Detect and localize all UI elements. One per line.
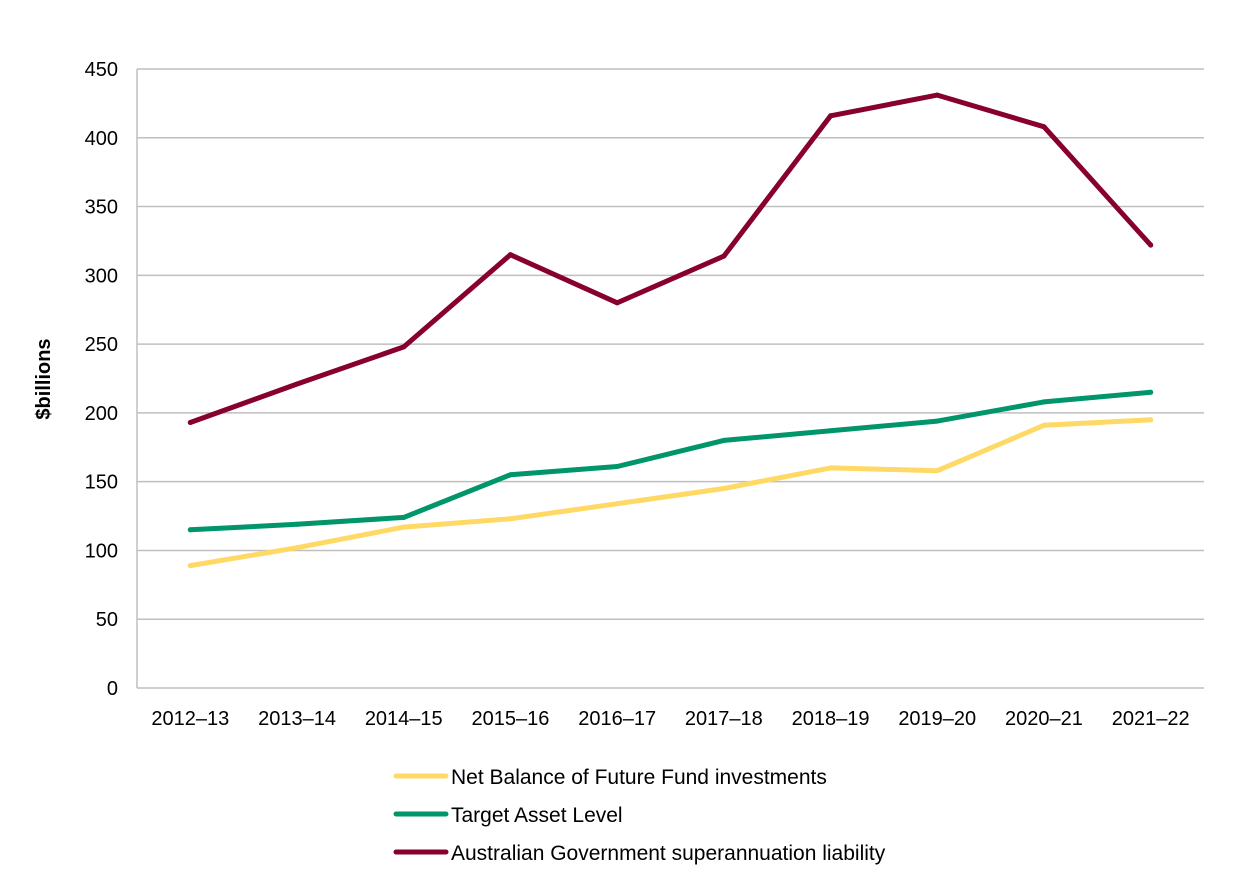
legend-item: Australian Government superannuation lia…: [393, 842, 886, 865]
series-line: [187, 417, 1154, 569]
x-tick-label: 2020–21: [1005, 708, 1083, 730]
y-axis-title: $billions: [33, 338, 55, 419]
data-point: [507, 516, 513, 522]
legend: Net Balance of Future Fund investments Ta…: [393, 766, 886, 865]
x-tick-label: 2018–19: [792, 708, 870, 730]
x-tick-label: 2014–15: [365, 708, 443, 730]
data-point: [1041, 399, 1047, 405]
data-point: [1041, 124, 1047, 130]
data-point: [828, 113, 834, 119]
data-point: [614, 300, 620, 306]
data-point: [614, 464, 620, 470]
data-point: [294, 521, 300, 527]
data-point: [507, 472, 513, 478]
series-group: [187, 417, 1154, 569]
x-tick-label: 2013–14: [258, 708, 336, 730]
gridlines: [137, 68, 1204, 620]
y-tick-label: 450: [85, 59, 118, 81]
y-axis-ticks: 0 50 100 150 200 250 300 350 400 450: [85, 59, 118, 700]
x-tick-label: 2019–20: [898, 708, 976, 730]
data-point: [721, 253, 727, 259]
data-point: [721, 437, 727, 443]
x-tick-label: 2021–22: [1112, 708, 1190, 730]
data-point: [1041, 422, 1047, 428]
x-tick-label: 2016–17: [578, 708, 656, 730]
y-tick-label: 250: [85, 334, 118, 356]
data-point: [934, 92, 940, 98]
data-point: [1148, 389, 1154, 395]
data-point: [614, 501, 620, 507]
legend-item: Target Asset Level: [393, 804, 623, 827]
data-point: [401, 524, 407, 530]
y-tick-label: 400: [85, 128, 118, 150]
series-group: [187, 389, 1154, 533]
data-point: [401, 344, 407, 350]
legend-label: Australian Government superannuation lia…: [451, 842, 886, 865]
y-tick-label: 150: [85, 472, 118, 494]
series-lines: [187, 92, 1154, 569]
series-group: [187, 92, 1154, 426]
y-tick-label: 50: [96, 609, 118, 631]
data-point: [294, 381, 300, 387]
data-point: [828, 428, 834, 434]
y-tick-label: 0: [107, 678, 118, 700]
data-point: [934, 418, 940, 424]
data-point: [187, 563, 193, 569]
data-point: [1148, 417, 1154, 423]
data-point: [1148, 242, 1154, 248]
y-tick-label: 200: [85, 403, 118, 425]
data-point: [294, 545, 300, 551]
data-point: [507, 252, 513, 258]
x-tick-label: 2012–13: [151, 708, 229, 730]
y-tick-label: 100: [85, 540, 118, 562]
x-tick-label: 2017–18: [685, 708, 763, 730]
y-tick-label: 300: [85, 265, 118, 287]
data-point: [828, 465, 834, 471]
legend-item: Net Balance of Future Fund investments: [393, 766, 827, 789]
x-axis-ticks: 2012–13 2013–14 2014–15 2015–16 2016–17 2017–…: [151, 708, 1189, 730]
series-line: [187, 389, 1154, 533]
data-point: [187, 527, 193, 533]
data-point: [721, 486, 727, 492]
axes: [136, 69, 1204, 689]
y-tick-label: 350: [85, 197, 118, 219]
data-point: [401, 514, 407, 520]
data-point: [934, 468, 940, 474]
legend-label: Target Asset Level: [451, 804, 623, 827]
x-tick-label: 2015–16: [472, 708, 550, 730]
legend-label: Net Balance of Future Fund investments: [451, 766, 827, 789]
data-point: [187, 420, 193, 426]
series-line: [187, 92, 1154, 425]
